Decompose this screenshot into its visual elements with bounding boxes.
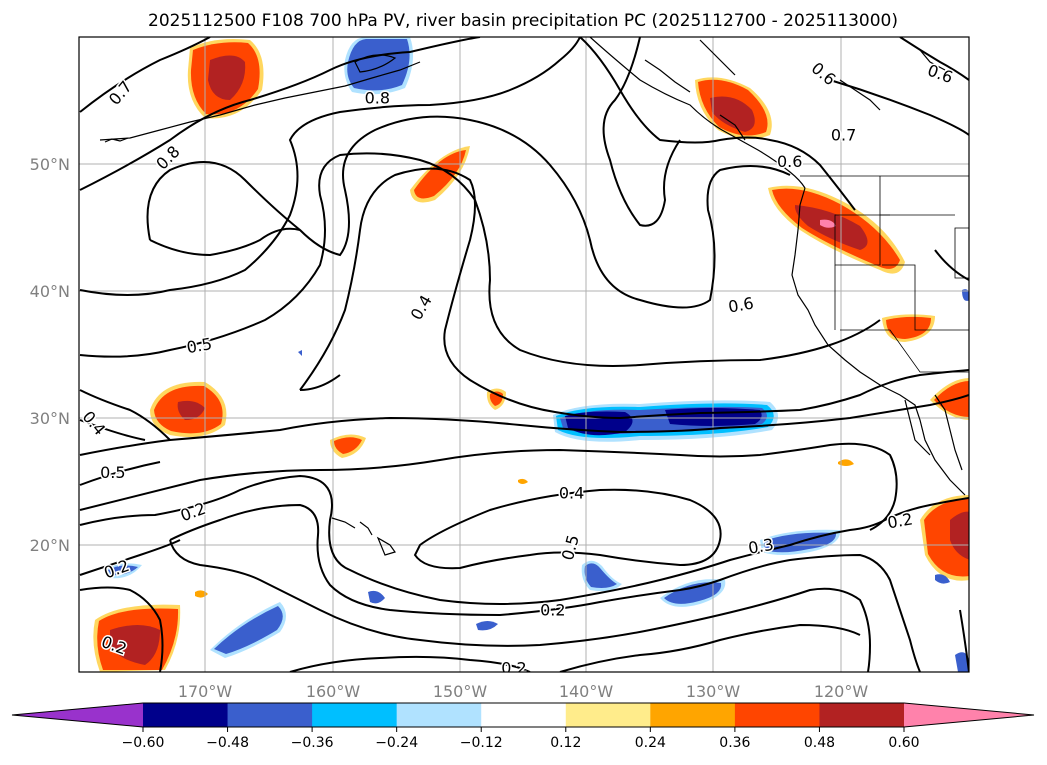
colorbar-tick-label: 0.60 [888, 735, 919, 751]
colorbar-tick-label: 0.48 [804, 735, 835, 751]
colorbar-bin [819, 703, 905, 727]
colorbar-tick-label: −0.60 [122, 735, 165, 751]
lon-tick-label: 170°W [178, 682, 233, 701]
coastlines [99, 37, 966, 556]
colorbar-bin [143, 703, 229, 727]
pv-contour-label: 0.2 [540, 600, 565, 619]
colorbar-bin [481, 703, 567, 727]
colorbar-tick-label: 0.36 [719, 735, 750, 751]
longitude-tick-labels: 170°W 160°W 150°W 140°W 130°W 120°W [178, 682, 869, 701]
colorbar-tick-label: 0.24 [635, 735, 666, 751]
colorbar-ticks: −0.60 −0.48 −0.36 −0.24 −0.12 0.12 0.24 0.36 0.4… [122, 727, 920, 751]
colorbar-bin [312, 703, 398, 727]
pv-contour-label: 0.6 [727, 293, 755, 316]
map-panel: 0.70.80.80.6 0.60.70.60.60.40.50.40.50.20… [30, 36, 970, 701]
colorbar-bins [143, 703, 905, 727]
colorbar-bin [650, 703, 736, 727]
colorbar-tick-label: −0.36 [291, 735, 334, 751]
figure-title: 2025112500 F108 700 hPa PV, river basin … [148, 11, 898, 31]
colorbar-under-extend [12, 703, 143, 727]
colorbar-bin [396, 703, 482, 727]
pv-contour-label: 0.7 [831, 125, 856, 144]
lon-tick-label: 140°W [559, 682, 614, 701]
colorbar-tick-label: −0.24 [375, 735, 418, 751]
colorbar-tick-label: −0.12 [460, 735, 503, 751]
pv-contour-label: 0.8 [365, 89, 390, 108]
graticule [79, 37, 969, 672]
lat-tick-label: 20°N [30, 536, 70, 555]
lon-tick-label: 130°W [686, 682, 741, 701]
colorbar-bin [227, 703, 313, 727]
pv-contour-label: 0.5 [100, 463, 125, 482]
colorbar-bin [734, 703, 820, 727]
lon-tick-label: 120°W [814, 682, 869, 701]
latitude-tick-labels: 20°N 30°N 40°N 50°N [30, 155, 70, 555]
lon-tick-label: 160°W [306, 682, 361, 701]
pv-contour-label: 0.5 [185, 334, 213, 357]
colorbar-tick-label: −0.48 [206, 735, 249, 751]
pv-contour-label: 0.6 [777, 152, 802, 171]
pv-contour-label: 0.2 [501, 659, 526, 678]
positive-anomaly [93, 39, 969, 672]
colorbar-over-extend [904, 703, 1034, 727]
pv-contour-label: 0.3 [747, 535, 775, 558]
pv-contour-label: 0.2 [886, 509, 914, 532]
map-frame [78, 36, 970, 673]
lon-tick-label: 150°W [433, 682, 488, 701]
lat-tick-label: 40°N [30, 282, 70, 301]
colorbar: −0.60 −0.48 −0.36 −0.24 −0.12 0.12 0.24 0.36 0.4… [11, 702, 1035, 751]
pv-contours [79, 37, 969, 672]
colorbar-bin [565, 703, 651, 727]
colorbar-tick-label: 0.12 [550, 735, 581, 751]
lat-tick-label: 30°N [30, 409, 70, 428]
lat-tick-label: 50°N [30, 155, 70, 174]
pv-contour-label: 0.4 [559, 483, 584, 502]
